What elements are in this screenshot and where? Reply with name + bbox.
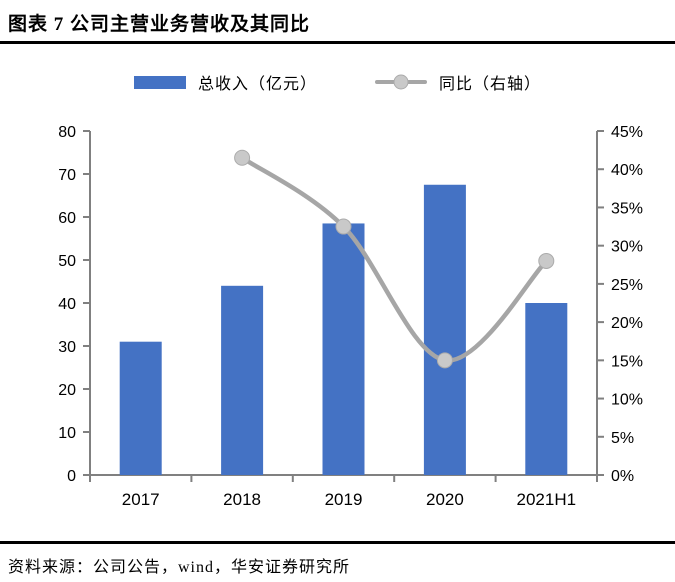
revenue-bar bbox=[221, 285, 264, 475]
legend-marker-dot-icon bbox=[393, 74, 409, 90]
source-note: 资料来源：公司公告，wind，华安证券研究所 bbox=[8, 559, 351, 576]
yoy-line bbox=[239, 155, 549, 363]
legend-item-revenue: 总收入（亿元） bbox=[133, 70, 317, 94]
right-axis-tick-label: 0% bbox=[611, 468, 634, 485]
left-axis-tick-label: 70 bbox=[58, 167, 76, 184]
yoy-marker bbox=[335, 218, 352, 235]
legend-label-revenue: 总收入（亿元） bbox=[197, 76, 317, 93]
left-axis-tick-label: 60 bbox=[58, 210, 76, 227]
category-label: 2021H1 bbox=[517, 490, 577, 509]
chart-legend: 总收入（亿元） 同比（右轴） bbox=[0, 70, 675, 94]
category-label: 2018 bbox=[223, 490, 261, 509]
left-axis-tick-label: 50 bbox=[58, 253, 76, 270]
left-axis-tick-label: 30 bbox=[58, 339, 76, 356]
yoy-marker bbox=[436, 352, 453, 369]
right-axis-tick-label: 35% bbox=[611, 200, 643, 217]
left-axis-tick-label: 0 bbox=[67, 468, 76, 485]
revenue-bar bbox=[322, 223, 365, 475]
legend-item-yoy: 同比（右轴） bbox=[375, 70, 541, 94]
right-axis-tick-label: 40% bbox=[611, 162, 643, 179]
yoy-marker bbox=[234, 149, 251, 166]
category-label: 2020 bbox=[426, 490, 464, 509]
legend-label-yoy: 同比（右轴） bbox=[439, 76, 542, 93]
left-axis-tick-label: 40 bbox=[58, 296, 76, 313]
revenue-bar bbox=[423, 184, 466, 475]
combo-chart: 0 10 20 30 40 50 60 70 80 0% 5% 10% 15% 20% 25% 30% 35% 4… bbox=[58, 124, 643, 509]
left-axis-tick-label: 10 bbox=[58, 425, 76, 442]
left-axis-tick-label: 80 bbox=[58, 124, 76, 141]
right-axis-tick-label: 45% bbox=[611, 124, 643, 141]
right-axis-tick-label: 15% bbox=[611, 353, 643, 370]
yoy-marker bbox=[538, 252, 555, 269]
right-axis-tick-label: 25% bbox=[611, 277, 643, 294]
title-divider bbox=[0, 41, 675, 44]
right-axis-tick-label: 10% bbox=[611, 392, 643, 409]
right-axis-tick-label: 30% bbox=[611, 239, 643, 256]
legend-bar-swatch-icon bbox=[133, 75, 186, 89]
chart-title: 图表 7 公司主营业务营收及其同比 bbox=[8, 14, 311, 35]
right-axis-tick-label: 20% bbox=[611, 315, 643, 332]
category-label: 2017 bbox=[122, 490, 160, 509]
legend-line-swatch-icon bbox=[375, 74, 427, 90]
right-axis-tick-label: 5% bbox=[611, 430, 634, 447]
left-axis-tick-label: 20 bbox=[58, 382, 76, 399]
revenue-bar bbox=[525, 303, 568, 475]
category-label: 2019 bbox=[325, 490, 363, 509]
revenue-bar bbox=[119, 341, 162, 475]
footer-divider bbox=[0, 541, 675, 544]
